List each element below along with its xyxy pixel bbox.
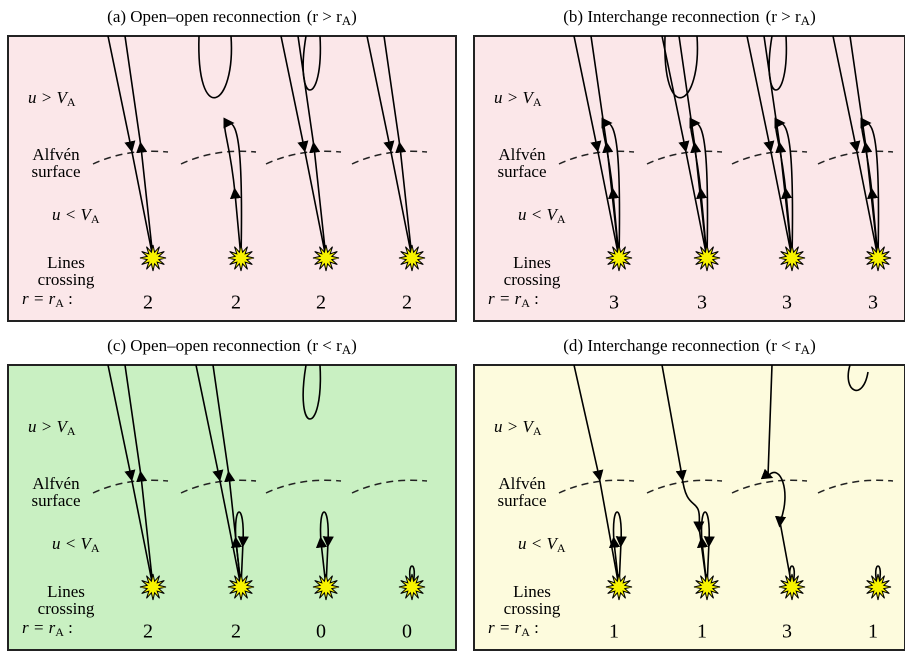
crossing-count: 3	[868, 292, 878, 314]
title-condition: (r < r	[766, 336, 801, 355]
label-crossing-radius-sub: A	[521, 296, 530, 310]
label-below-sub: A	[557, 212, 566, 226]
title-end: )	[351, 336, 357, 355]
label-crossing-radius-end: :	[530, 289, 539, 308]
label-above-main: u > V	[494, 88, 535, 107]
label-below-main: u < V	[52, 205, 93, 224]
label-crossing-radius-main: r = r	[22, 289, 56, 308]
title-text: (c) Open–open reconnection	[107, 336, 301, 355]
crossing-count: 1	[868, 621, 878, 643]
panel-title: (c) Open–open reconnection(r < rA)	[107, 336, 357, 357]
label-crossing-radius-sub: A	[55, 296, 64, 310]
crossing-count: 2	[316, 292, 326, 314]
label-below-sub: A	[91, 541, 100, 555]
title-condition: (r > r	[766, 7, 801, 26]
label-below-main: u < V	[518, 534, 559, 553]
crossing-count: 2	[231, 621, 241, 643]
crossing-count: 0	[316, 621, 326, 643]
crossing-count: 2	[143, 621, 153, 643]
crossing-count: 2	[402, 292, 412, 314]
label-crossing-radius: r = rA :	[22, 618, 73, 639]
label-crossing-radius: r = rA :	[22, 289, 73, 310]
label-surface: surface	[497, 491, 546, 510]
label-below-main: u < V	[518, 205, 559, 224]
crossing-count: 1	[609, 621, 619, 643]
title-end: )	[351, 7, 357, 26]
crossing-count: 3	[782, 292, 792, 314]
crossing-count: 3	[609, 292, 619, 314]
label-crossing: crossing	[504, 270, 561, 289]
title-condition: (r < r	[307, 336, 342, 355]
title-text: (b) Interchange reconnection	[563, 7, 760, 26]
label-below-sub: A	[557, 541, 566, 555]
label-above-sub: A	[67, 424, 76, 438]
label-above-main: u > V	[28, 417, 69, 436]
label-crossing-radius-end: :	[530, 618, 539, 637]
label-crossing-radius-main: r = r	[488, 618, 522, 637]
panel: (a) Open–open reconnection(r > rA)u > VA…	[8, 7, 456, 321]
label-crossing-radius-main: r = r	[488, 289, 522, 308]
title-end: )	[810, 7, 816, 26]
panel-title: (a) Open–open reconnection(r > rA)	[107, 7, 357, 28]
panel: (b) Interchange reconnection (r > r A) u > …	[474, 7, 905, 321]
title-text: (d) Interchange reconnection	[563, 336, 760, 355]
label-above-main: u > V	[494, 417, 535, 436]
label-crossing-radius-main: r = r	[22, 618, 56, 637]
label-crossing-radius: r = rA :	[488, 289, 539, 310]
label-crossing-radius-end: :	[64, 618, 73, 637]
title-text: (a) Open–open reconnection	[107, 7, 301, 26]
label-crossing-radius-sub: A	[55, 625, 64, 639]
label-crossing: crossing	[504, 599, 561, 618]
label-above-sub: A	[533, 95, 542, 109]
crossing-count: 3	[697, 292, 707, 314]
label-above-sub: A	[533, 424, 542, 438]
crossing-count: 1	[697, 621, 707, 643]
label-crossing-radius: r = rA :	[488, 618, 539, 639]
label-crossing-radius-end: :	[64, 289, 73, 308]
panel-title: (b) Interchange reconnection(r > rA)	[563, 7, 815, 28]
crossing-count: 0	[402, 621, 412, 643]
label-surface: surface	[497, 162, 546, 181]
label-below-sub: A	[91, 212, 100, 226]
panel: (d) Interchange reconnection (r < r A) u > …	[474, 336, 905, 650]
label-crossing-radius-sub: A	[521, 625, 530, 639]
title-condition: (r > r	[307, 7, 342, 26]
crossing-count: 2	[231, 292, 241, 314]
label-surface: surface	[31, 491, 80, 510]
label-above-sub: A	[67, 95, 76, 109]
figure: (a) Open–open reconnection(r > rA)u > VA…	[0, 0, 905, 660]
panel: (c) Open–open reconnection(r < rA)u > VA…	[8, 336, 456, 650]
crossing-count: 3	[782, 621, 792, 643]
label-surface: surface	[31, 162, 80, 181]
label-crossing: crossing	[38, 599, 95, 618]
title-end: )	[810, 336, 816, 355]
label-above-main: u > V	[28, 88, 69, 107]
label-crossing: crossing	[38, 270, 95, 289]
crossing-count: 2	[143, 292, 153, 314]
label-below-main: u < V	[52, 534, 93, 553]
panel-title: (d) Interchange reconnection(r < rA)	[563, 336, 815, 357]
